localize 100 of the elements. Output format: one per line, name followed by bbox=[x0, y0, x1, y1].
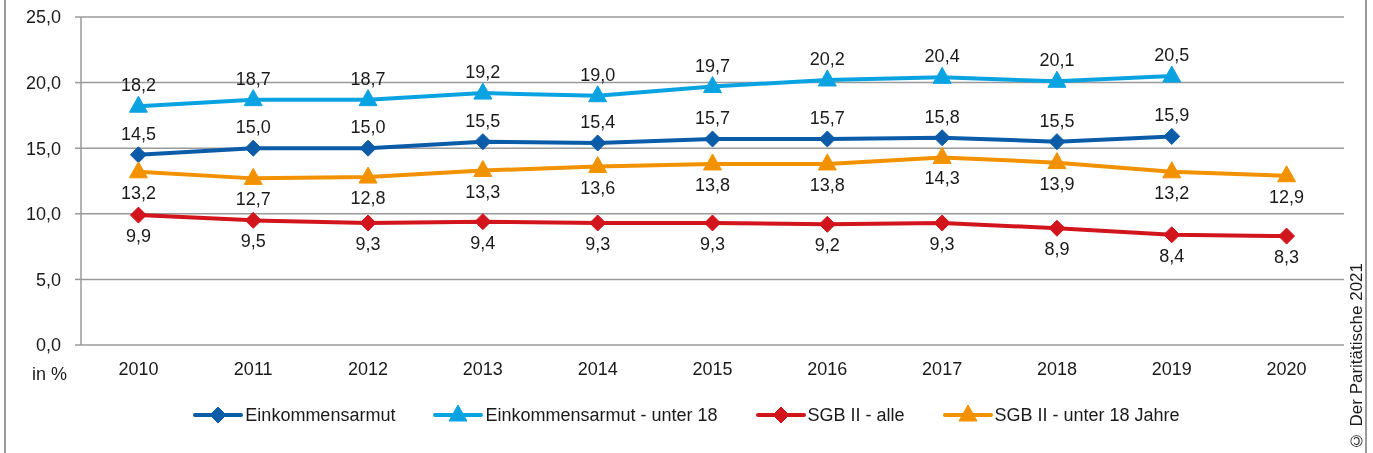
point bbox=[589, 134, 607, 152]
x-tick-label: 2016 bbox=[807, 358, 848, 379]
data-label: 8,4 bbox=[1159, 245, 1185, 266]
point bbox=[358, 166, 378, 184]
data-label: 9,3 bbox=[585, 233, 611, 254]
data-label: 12,8 bbox=[350, 188, 386, 209]
data-label: 15,8 bbox=[924, 106, 960, 127]
point bbox=[817, 69, 837, 87]
point bbox=[359, 139, 377, 157]
data-label: 20,5 bbox=[1154, 45, 1190, 66]
point bbox=[932, 146, 952, 164]
data-label: 15,0 bbox=[350, 117, 386, 138]
point bbox=[1162, 161, 1182, 179]
data-label: 9,3 bbox=[699, 233, 726, 254]
data-label: 15,5 bbox=[465, 110, 501, 131]
point bbox=[818, 215, 836, 233]
data-label: 9,4 bbox=[470, 232, 496, 253]
data-label: 18,7 bbox=[235, 68, 271, 89]
data-label: 15,7 bbox=[809, 108, 845, 129]
y-tick-label: 15,0 bbox=[25, 138, 61, 159]
point bbox=[243, 89, 263, 107]
x-tick-label: 2019 bbox=[1151, 358, 1192, 379]
data-label: 9,3 bbox=[929, 233, 955, 254]
point bbox=[359, 214, 377, 232]
point bbox=[244, 211, 262, 229]
point bbox=[1163, 127, 1181, 145]
data-label: 15,0 bbox=[235, 117, 271, 138]
data-label: 13,8 bbox=[694, 174, 731, 195]
point bbox=[932, 66, 952, 84]
point bbox=[588, 156, 608, 174]
data-label: 18,2 bbox=[120, 75, 156, 96]
text: © Der Paritätische 2021 bbox=[1347, 262, 1367, 450]
data-label: 13,2 bbox=[1154, 182, 1190, 203]
point bbox=[1278, 227, 1296, 245]
data-label: 9,2 bbox=[814, 235, 840, 256]
data-label: 19,0 bbox=[580, 64, 616, 85]
point bbox=[704, 214, 721, 232]
data-label: 19,2 bbox=[465, 62, 501, 83]
point bbox=[1162, 65, 1182, 83]
y-tick-label: 5,0 bbox=[35, 269, 61, 290]
point bbox=[244, 139, 262, 157]
data-label: 13,3 bbox=[465, 181, 501, 202]
point bbox=[1163, 226, 1181, 244]
point bbox=[933, 214, 951, 232]
data-label: 9,3 bbox=[355, 233, 381, 254]
legend-label: SGB II - alle bbox=[807, 404, 905, 426]
point bbox=[1048, 219, 1066, 237]
point bbox=[588, 85, 608, 103]
y-tick-label: 25,0 bbox=[25, 7, 61, 28]
data-label: 15,9 bbox=[1154, 105, 1190, 126]
data-label: 19,7 bbox=[694, 55, 731, 76]
data-label: 15,5 bbox=[1039, 110, 1075, 131]
data-label: 14,3 bbox=[924, 168, 960, 189]
y-tick-label: 20,0 bbox=[25, 72, 61, 93]
legend-label: Einkommensarmut bbox=[245, 404, 396, 426]
x-tick-label: 2013 bbox=[462, 358, 503, 379]
point bbox=[128, 95, 148, 113]
data-label: 13,6 bbox=[580, 177, 616, 198]
y-axis-title: in % bbox=[32, 364, 68, 385]
data-label: 20,1 bbox=[1039, 50, 1075, 71]
data-label: 13,2 bbox=[120, 182, 156, 203]
data-label: 12,7 bbox=[235, 189, 271, 210]
point bbox=[474, 213, 492, 231]
x-tick-label: 2014 bbox=[577, 358, 618, 379]
data-label: 12,9 bbox=[1269, 186, 1305, 207]
point bbox=[1047, 152, 1067, 170]
legend-label: Einkommensarmut - unter 18 bbox=[485, 404, 718, 426]
y-tick-label: 0,0 bbox=[35, 335, 61, 356]
point bbox=[358, 89, 378, 107]
point bbox=[933, 129, 951, 147]
point bbox=[704, 130, 721, 148]
point bbox=[1048, 133, 1066, 151]
data-label: 8,9 bbox=[1044, 239, 1070, 260]
data-label: 20,2 bbox=[809, 48, 845, 69]
data-label: 15,7 bbox=[694, 108, 731, 129]
x-tick-label: 2010 bbox=[118, 358, 159, 379]
point bbox=[473, 160, 493, 177]
data-label: 20,4 bbox=[924, 46, 960, 67]
data-label: 9,9 bbox=[125, 226, 151, 247]
data-label: 8,3 bbox=[1274, 247, 1300, 268]
data-label: 14,5 bbox=[120, 123, 156, 144]
x-tick-label: 2015 bbox=[692, 358, 733, 379]
x-tick-label: 2012 bbox=[348, 358, 389, 379]
x-tick-label: 2018 bbox=[1036, 358, 1077, 379]
point bbox=[128, 161, 148, 179]
point bbox=[817, 153, 837, 171]
point bbox=[703, 76, 722, 94]
data-label: 15,4 bbox=[580, 111, 616, 132]
point bbox=[703, 153, 722, 171]
point bbox=[1047, 70, 1067, 88]
point bbox=[129, 206, 147, 224]
point bbox=[473, 82, 493, 100]
data-label: 13,8 bbox=[809, 174, 845, 195]
point bbox=[243, 167, 263, 185]
data-label: 13,9 bbox=[1039, 173, 1075, 194]
data-label: 9,5 bbox=[240, 231, 266, 252]
point bbox=[1277, 165, 1297, 183]
point bbox=[474, 133, 492, 151]
legend-label: SGB II - unter 18 Jahre bbox=[994, 404, 1180, 426]
point bbox=[129, 146, 147, 164]
